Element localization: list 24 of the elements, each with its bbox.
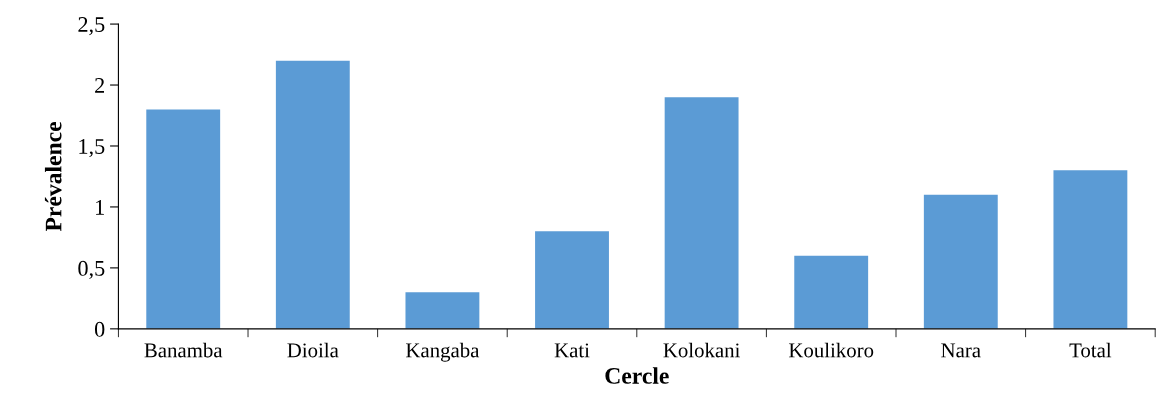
bar <box>923 194 998 329</box>
bar <box>664 97 739 329</box>
x-tick-label: Kangaba <box>405 342 480 362</box>
y-tick-label: 1 <box>96 199 104 215</box>
bar <box>146 109 221 329</box>
bar <box>275 60 350 329</box>
y-tick-label: 2,5 <box>78 17 105 36</box>
y-tick-label: 0 <box>94 321 105 337</box>
y-tick-label: 0,5 <box>78 260 105 280</box>
x-tick-label: Kati <box>554 343 590 358</box>
y-tick-label: 2 <box>95 78 104 93</box>
x-tick-label: Banamba <box>144 342 223 358</box>
x-tick-label: Koulikoro <box>788 342 874 358</box>
bar <box>1053 170 1128 329</box>
x-tick-label: Kolokani <box>663 342 740 358</box>
bar <box>405 292 480 329</box>
x-axis-title: Cercle <box>605 367 669 384</box>
x-tick-label: Dioila <box>287 342 339 358</box>
y-axis-title: Prévalence <box>44 122 62 232</box>
bar <box>794 255 869 329</box>
x-tick-label: Total <box>1069 342 1112 358</box>
y-tick-label: 1,5 <box>79 139 105 158</box>
x-tick-label: Nara <box>941 343 981 358</box>
bar <box>535 231 609 329</box>
